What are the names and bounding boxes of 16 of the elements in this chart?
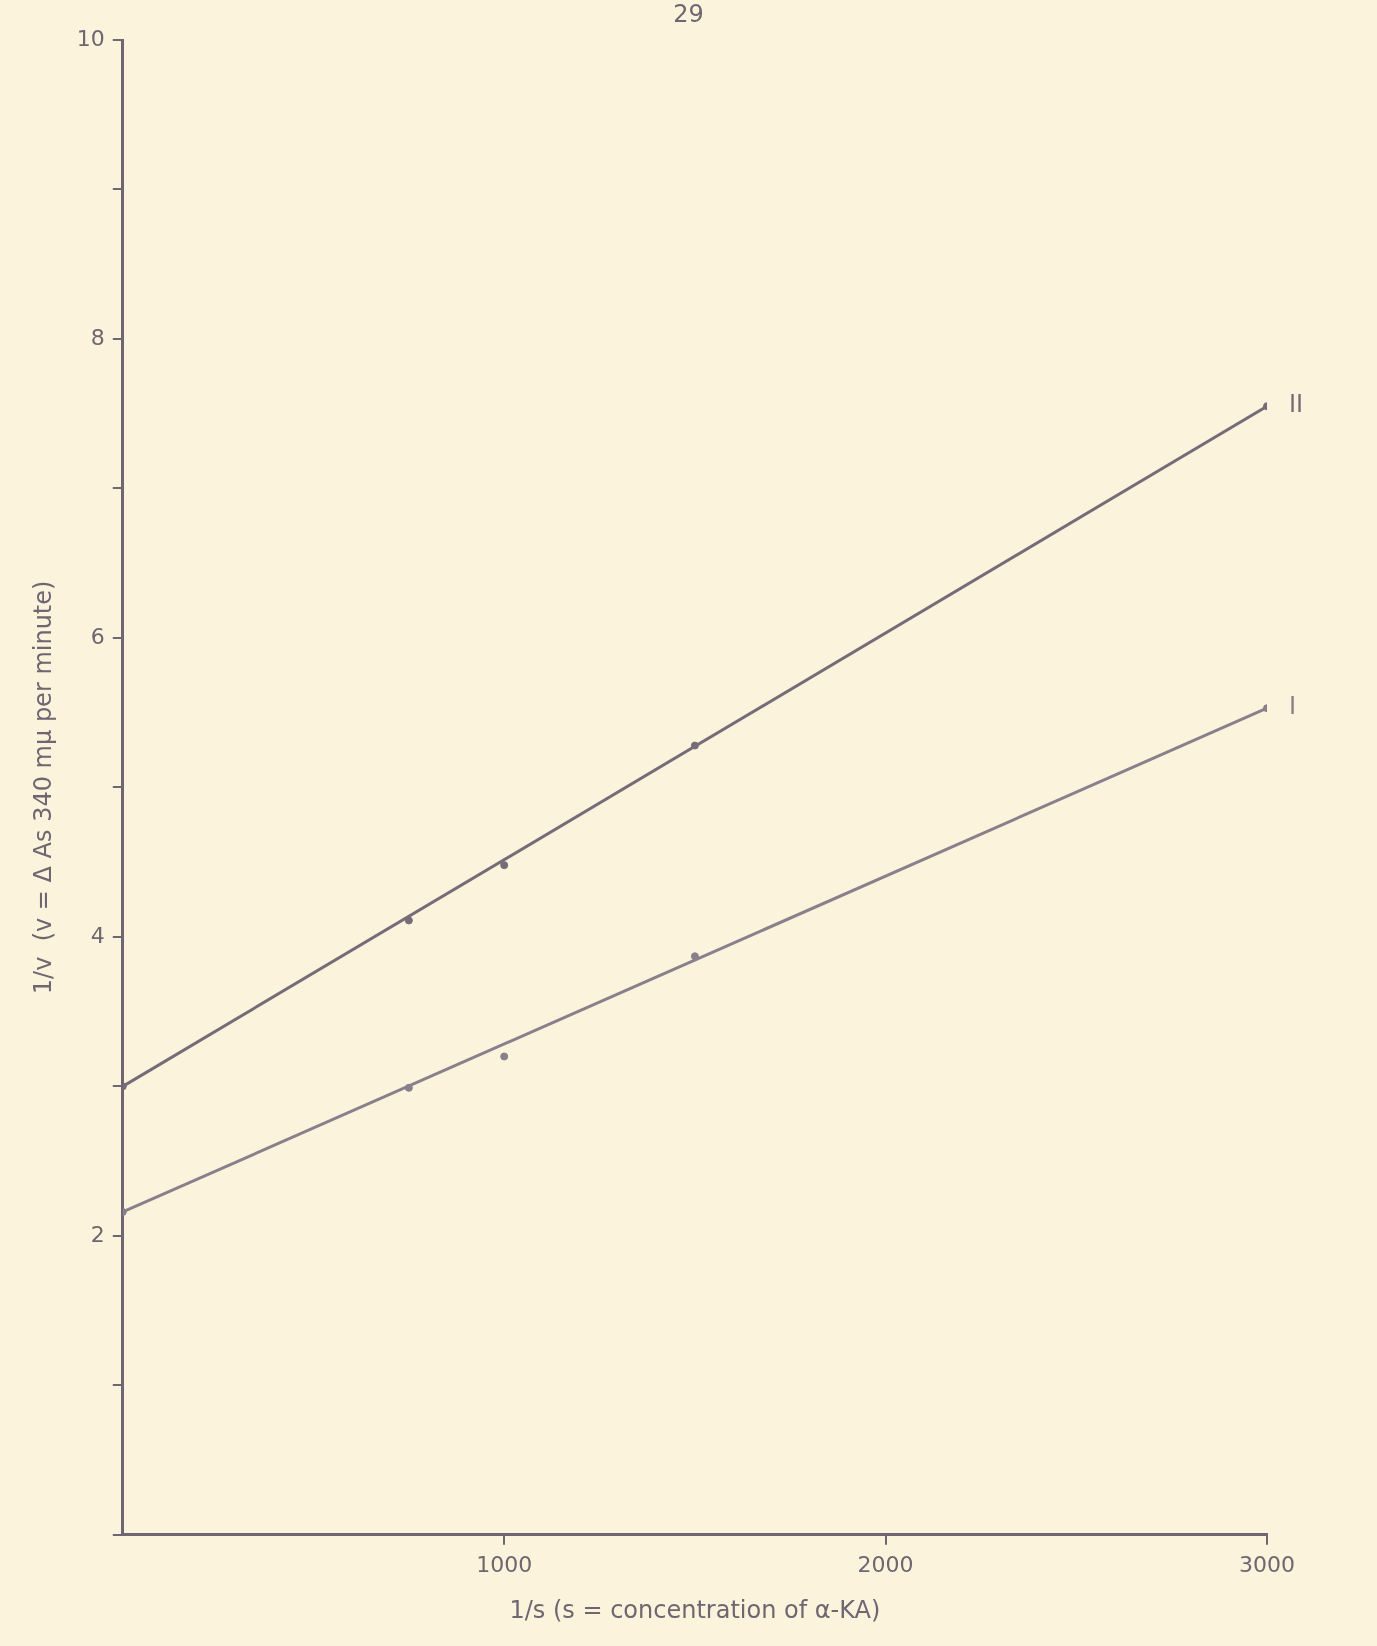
point: [690, 952, 699, 961]
x-axis-title: 1/s (s = concentration of α-KA): [509, 1595, 881, 1624]
x-tick-label: 1000: [476, 1551, 533, 1577]
series-label: I: [1289, 692, 1297, 721]
y-tick-label: 8: [90, 324, 105, 350]
y-tick-label: 4: [90, 922, 105, 948]
y-tick-label: 6: [90, 623, 105, 649]
x-tick-label: 2000: [857, 1551, 914, 1577]
point: [500, 1052, 509, 1061]
y-tick-label: 2: [90, 1221, 105, 1247]
y-axis-title: 1/v (v = Δ As 340 mμ per minute): [28, 580, 57, 995]
point: [500, 861, 509, 870]
y-tick-label: 10: [76, 25, 105, 51]
text: 29: [673, 0, 704, 29]
series-label: II: [1289, 390, 1304, 419]
x-tick-label: 3000: [1239, 1551, 1295, 1577]
